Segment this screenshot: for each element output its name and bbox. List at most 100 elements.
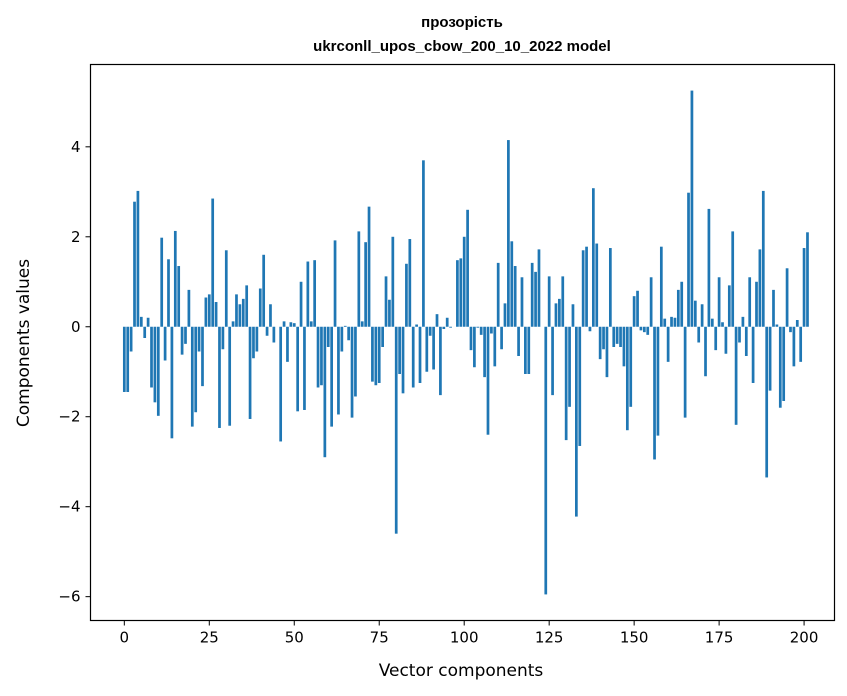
bar-52 bbox=[299, 281, 303, 327]
bar-179 bbox=[731, 231, 735, 327]
y-axis-label: Components values bbox=[14, 259, 34, 427]
bar-152 bbox=[639, 326, 643, 331]
bar-100 bbox=[462, 236, 466, 327]
bar-80 bbox=[394, 326, 398, 534]
bar-109 bbox=[493, 326, 497, 367]
bar-135 bbox=[581, 250, 585, 327]
bar-127 bbox=[554, 303, 558, 327]
bar-17 bbox=[180, 326, 184, 355]
y-tick-label: −2 bbox=[58, 408, 80, 426]
bar-104 bbox=[476, 326, 480, 328]
bar-46 bbox=[279, 326, 283, 442]
bar-22 bbox=[197, 326, 201, 352]
bar-89 bbox=[425, 326, 429, 372]
bar-65 bbox=[343, 325, 347, 327]
bar-18 bbox=[184, 326, 187, 344]
bar-186 bbox=[755, 281, 758, 327]
x-tick-label: 150 bbox=[620, 629, 649, 647]
bar-84 bbox=[408, 239, 412, 327]
bar-183 bbox=[744, 326, 748, 356]
bar-193 bbox=[778, 326, 782, 408]
bar-75 bbox=[377, 326, 381, 383]
bar-31 bbox=[228, 326, 232, 426]
bar-11 bbox=[160, 237, 164, 327]
bar-111 bbox=[500, 326, 503, 350]
bar-180 bbox=[734, 326, 738, 425]
bar-107 bbox=[486, 326, 490, 435]
bar-76 bbox=[381, 326, 384, 347]
bar-34 bbox=[238, 304, 242, 327]
bar-116 bbox=[517, 326, 520, 356]
bar-188 bbox=[761, 190, 765, 327]
bar-53 bbox=[303, 326, 306, 410]
bar-189 bbox=[765, 326, 769, 478]
bar-9 bbox=[153, 326, 157, 403]
bar-117 bbox=[520, 277, 524, 327]
bar-199 bbox=[799, 326, 803, 362]
bar-177 bbox=[724, 326, 728, 354]
bar-88 bbox=[422, 160, 425, 327]
bar-171 bbox=[704, 326, 707, 377]
bar-173 bbox=[710, 318, 714, 327]
bar-184 bbox=[748, 277, 752, 327]
x-tick-label: 100 bbox=[450, 629, 479, 647]
bar-70 bbox=[360, 321, 364, 327]
bar-10 bbox=[156, 326, 160, 416]
bar-126 bbox=[551, 326, 554, 396]
bar-1 bbox=[126, 326, 130, 392]
bar-74 bbox=[374, 326, 378, 386]
bar-23 bbox=[201, 326, 204, 387]
bar-137 bbox=[588, 326, 592, 332]
bar-44 bbox=[272, 326, 276, 343]
bar-142 bbox=[605, 326, 609, 378]
bar-143 bbox=[608, 248, 612, 327]
bar-145 bbox=[615, 326, 619, 344]
bar-42 bbox=[265, 326, 269, 336]
bar-7 bbox=[146, 317, 150, 327]
bar-192 bbox=[775, 324, 779, 327]
bar-133 bbox=[575, 326, 578, 517]
bar-155 bbox=[649, 277, 653, 327]
bar-83 bbox=[405, 263, 408, 327]
bar-157 bbox=[656, 326, 660, 436]
bar-68 bbox=[354, 326, 357, 397]
bar-167 bbox=[690, 90, 694, 327]
bar-92 bbox=[435, 314, 439, 327]
bar-140 bbox=[598, 326, 602, 360]
bar-114 bbox=[510, 241, 514, 327]
bar-106 bbox=[483, 326, 486, 378]
bar-57 bbox=[316, 326, 320, 388]
bar-172 bbox=[707, 208, 711, 327]
bar-112 bbox=[503, 303, 507, 327]
bar-164 bbox=[680, 281, 684, 327]
bar-41 bbox=[262, 254, 266, 327]
chart-title: прозорість bbox=[421, 14, 503, 31]
bar-20 bbox=[190, 326, 194, 427]
bar-37 bbox=[248, 326, 252, 419]
bar-86 bbox=[415, 324, 418, 327]
bar-190 bbox=[768, 326, 772, 391]
bar-149 bbox=[629, 326, 633, 407]
bar-43 bbox=[269, 304, 272, 327]
bar-47 bbox=[282, 321, 286, 327]
bar-5 bbox=[139, 316, 143, 327]
bar-51 bbox=[296, 326, 300, 412]
bar-131 bbox=[568, 326, 571, 407]
bar-59 bbox=[323, 326, 327, 458]
bar-146 bbox=[619, 326, 622, 347]
x-tick-label: 175 bbox=[705, 629, 734, 647]
bar-30 bbox=[224, 250, 228, 327]
bar-79 bbox=[391, 236, 395, 327]
bar-62 bbox=[333, 240, 337, 327]
bar-148 bbox=[625, 326, 629, 431]
bar-195 bbox=[785, 268, 789, 327]
bar-33 bbox=[235, 294, 238, 327]
bar-118 bbox=[524, 326, 527, 374]
bar-63 bbox=[337, 326, 340, 415]
bar-101 bbox=[466, 209, 469, 327]
bar-141 bbox=[602, 326, 605, 350]
bar-156 bbox=[653, 326, 656, 460]
y-tick-label: 2 bbox=[71, 228, 81, 246]
bar-122 bbox=[537, 249, 541, 327]
x-axis-label: Vector components bbox=[379, 661, 544, 681]
